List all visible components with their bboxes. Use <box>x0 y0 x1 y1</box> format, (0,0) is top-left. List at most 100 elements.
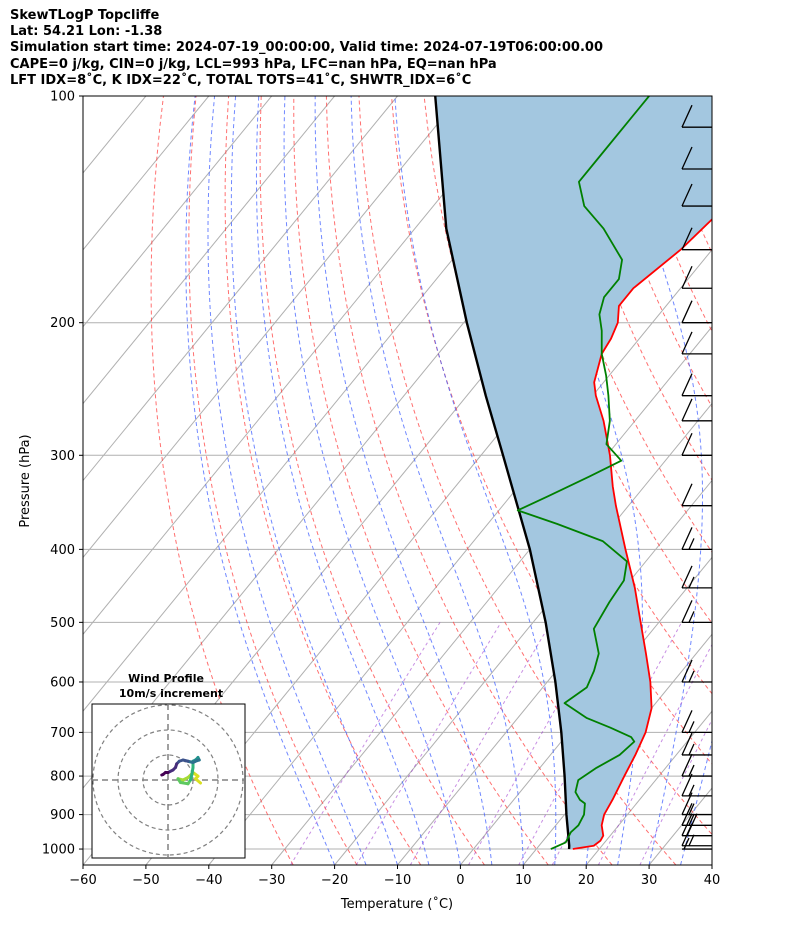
wind-barb-flag <box>681 183 693 207</box>
wind-barb <box>681 732 712 756</box>
isotherm-line <box>711 864 712 865</box>
x-tick-label: −60 <box>69 873 96 888</box>
wind-barb <box>681 527 712 551</box>
x-tick-label: 30 <box>641 873 658 888</box>
wind-barb-half <box>688 814 695 826</box>
hodograph-subtitle: 10m/s increment <box>119 687 223 700</box>
parcel-fill <box>435 96 712 850</box>
moist-adiabat <box>314 96 493 865</box>
wind-barb-half <box>688 784 695 797</box>
wind-barb-flag <box>681 265 693 289</box>
wind-barb-flag <box>681 433 693 456</box>
wind-barb-half <box>688 834 695 847</box>
wind-barb-flag <box>681 146 693 170</box>
hodograph-trace <box>160 773 165 777</box>
dry-adiabat <box>553 96 712 482</box>
y-axis-label: Pressure (hPa) <box>18 434 33 527</box>
wind-barb <box>681 773 712 797</box>
wind-barb-half <box>688 538 695 550</box>
x-tick-label: −20 <box>321 873 348 888</box>
y-tick-label: 400 <box>50 543 75 558</box>
y-tick-label: 200 <box>50 316 75 331</box>
dry-adiabat <box>782 96 794 865</box>
wind-barb <box>681 565 712 589</box>
mixing-ratio-line <box>355 622 502 865</box>
y-tick-label: 1000 <box>42 843 75 858</box>
wind-barb-flag <box>681 773 693 797</box>
mixing-ratio-line <box>551 622 683 865</box>
wind-barb-flag <box>681 565 693 589</box>
x-tick-label: −40 <box>195 873 222 888</box>
wind-barb-half <box>688 764 695 777</box>
dry-adiabat <box>224 96 422 865</box>
isotherm-line <box>585 710 712 865</box>
isotherm-line <box>83 96 335 405</box>
wind-barb-flag <box>681 732 693 756</box>
parcel-profile-line <box>434 96 571 850</box>
mixing-ratio-line <box>639 718 712 865</box>
wind-barb-half <box>688 611 695 623</box>
moist-adiabat <box>207 96 367 865</box>
y-tick-label: 500 <box>50 616 75 631</box>
moist-adiabat <box>283 96 461 865</box>
profile-lines <box>434 96 712 850</box>
isotherm-line <box>83 96 210 251</box>
dry-adiabat <box>717 96 794 865</box>
isotherm-line <box>397 479 712 865</box>
moist-adiabat <box>394 96 557 865</box>
wind-barb <box>681 265 712 289</box>
mixing-ratio-line <box>597 643 712 865</box>
moist-adiabat <box>711 863 712 865</box>
wind-barb-half <box>688 743 695 756</box>
isotherm-line <box>83 96 273 328</box>
parameters-line: CAPE=0 j/kg, CIN=0 j/kg, LCL=993 hPa, LF… <box>10 56 497 72</box>
x-axis-label: Temperature (˚C) <box>340 896 453 912</box>
wind-barb-flag <box>681 104 693 128</box>
wind-barb-half <box>688 803 695 815</box>
moist-adiabat <box>350 96 524 865</box>
cape-cin-area <box>435 96 712 850</box>
mixing-ratio-line <box>290 622 441 865</box>
wind-barb <box>681 710 712 734</box>
wind-barb <box>681 331 712 355</box>
wind-barb <box>681 659 712 683</box>
dry-adiabat <box>259 96 485 865</box>
dry-adiabat <box>150 96 294 865</box>
x-tick-label: 40 <box>704 873 721 888</box>
dry-adiabat <box>325 96 613 865</box>
y-tick-label: 700 <box>50 726 75 741</box>
wind-barb <box>681 483 712 507</box>
wind-barb <box>681 104 712 128</box>
isotherm-line <box>83 96 524 636</box>
hodograph-inset: Wind Profile 10m/s increment <box>91 672 246 859</box>
moist-adiabat <box>230 96 398 865</box>
axes: −60 −50 −40 −30 −20 −10 0 10 20 30 40 100 200 300 400 5… <box>42 90 720 889</box>
hodograph-title: Wind Profile <box>128 672 204 685</box>
mixing-ratio-line <box>409 622 552 865</box>
wind-barb-half <box>688 576 695 589</box>
y-tick-label: 900 <box>50 808 75 823</box>
location-line: Lat: 54.21 Lon: -1.38 <box>10 24 163 40</box>
wind-barb-flag <box>681 300 693 323</box>
times-line: Simulation start time: 2024-07-19_00:00:… <box>10 40 603 56</box>
y-tick-label: 100 <box>50 90 75 105</box>
x-tick-label: 10 <box>515 873 532 888</box>
wind-barb <box>681 753 712 777</box>
wind-barb <box>681 183 712 207</box>
wind-barb-half <box>688 721 695 733</box>
wind-barb <box>681 300 712 324</box>
wind-barb-half <box>683 837 690 850</box>
x-tick-label: −10 <box>384 873 411 888</box>
wind-barb <box>682 837 712 850</box>
x-tick-label: −30 <box>258 873 285 888</box>
isotherm-line <box>334 402 712 865</box>
wind-barb <box>681 600 712 624</box>
x-tick-label: 0 <box>456 873 464 888</box>
y-tick-label: 300 <box>50 449 75 464</box>
wind-barb <box>681 373 712 397</box>
wind-barb-flag <box>681 331 693 355</box>
wind-barb <box>681 227 712 251</box>
y-tick-label: 600 <box>50 675 75 690</box>
x-tick-label: −50 <box>132 873 159 888</box>
